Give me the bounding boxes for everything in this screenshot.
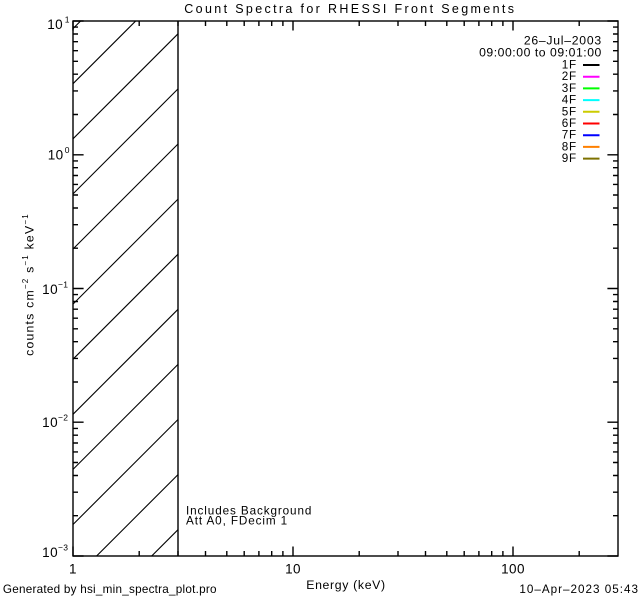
svg-text:counts cm−2 s−1 keV−1: counts cm−2 s−1 keV−1 <box>21 213 37 356</box>
svg-text:Includes Background: Includes Background <box>186 504 312 517</box>
svg-text:10–Apr–2023 05:43: 10–Apr–2023 05:43 <box>519 583 639 596</box>
svg-text:1F: 1F <box>562 59 577 72</box>
svg-text:3F: 3F <box>562 82 577 95</box>
svg-text:Energy (keV): Energy (keV) <box>306 578 386 592</box>
svg-text:10: 10 <box>285 561 301 576</box>
svg-text:Generated by hsi_min_spectra_p: Generated by hsi_min_spectra_plot.pro <box>3 583 217 596</box>
svg-text:09:00:00 to 09:01:00: 09:00:00 to 09:01:00 <box>479 46 602 60</box>
svg-text:5F: 5F <box>562 105 577 118</box>
svg-text:7F: 7F <box>562 129 577 142</box>
svg-text:1: 1 <box>69 561 77 576</box>
svg-text:2F: 2F <box>562 70 577 83</box>
svg-text:Att A0, FDecim 1: Att A0, FDecim 1 <box>186 514 288 527</box>
svg-text:26–Jul–2003: 26–Jul–2003 <box>524 34 602 48</box>
svg-text:Count Spectra for RHESSI Front: Count Spectra for RHESSI Front Segments <box>184 2 516 16</box>
svg-text:6F: 6F <box>562 117 577 130</box>
svg-text:8F: 8F <box>562 140 577 153</box>
svg-text:9F: 9F <box>562 152 577 165</box>
svg-text:4F: 4F <box>562 94 577 107</box>
svg-text:100: 100 <box>501 561 525 576</box>
